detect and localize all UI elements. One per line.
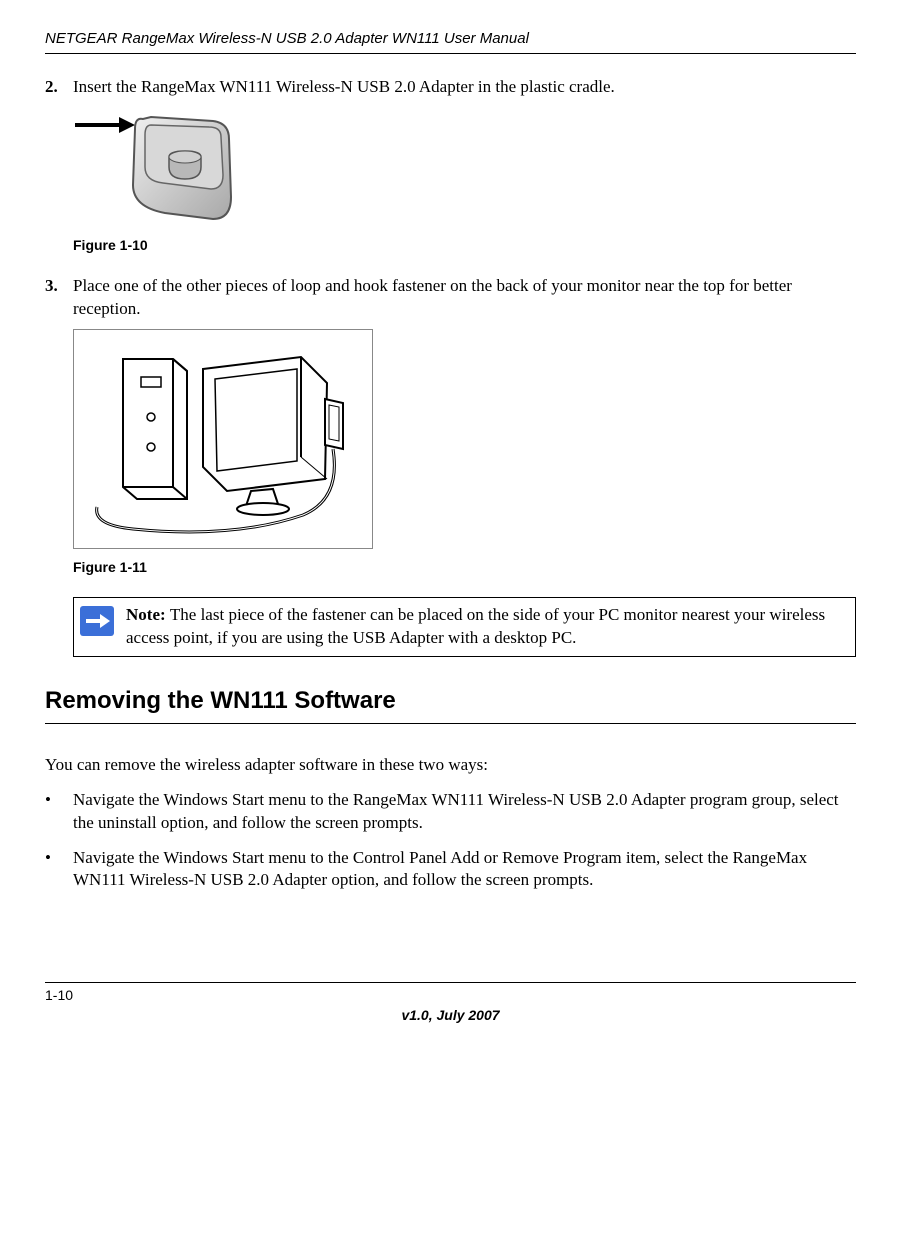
section-intro: You can remove the wireless adapter soft… bbox=[45, 754, 856, 777]
cradle-illustration bbox=[73, 107, 243, 227]
footer-page-number: 1-10 bbox=[45, 987, 856, 1003]
figure-1-11-caption: Figure 1-11 bbox=[73, 559, 856, 575]
note-text: Note: The last piece of the fastener can… bbox=[126, 604, 845, 650]
header-title: NETGEAR RangeMax Wireless-N USB 2.0 Adap… bbox=[45, 30, 529, 47]
note-arrow-icon bbox=[80, 606, 114, 636]
bullet-2-marker: • bbox=[45, 847, 73, 893]
step-3-number: 3. bbox=[45, 275, 73, 321]
figure-1-10-block: Figure 1-10 bbox=[73, 107, 856, 253]
page-footer: 1-10 v1.0, July 2007 bbox=[45, 982, 856, 1023]
step-2-number: 2. bbox=[45, 76, 73, 99]
bullet-1: • Navigate the Windows Start menu to the… bbox=[45, 789, 856, 835]
footer-version: v1.0, July 2007 bbox=[45, 1007, 856, 1023]
bullet-2-text: Navigate the Windows Start menu to the C… bbox=[73, 847, 856, 893]
figure-1-11-block: Figure 1-11 bbox=[73, 329, 856, 575]
bullet-2: • Navigate the Windows Start menu to the… bbox=[45, 847, 856, 893]
bullet-1-marker: • bbox=[45, 789, 73, 835]
page-container: NETGEAR RangeMax Wireless-N USB 2.0 Adap… bbox=[0, 0, 901, 1043]
step-2-text: Insert the RangeMax WN111 Wireless-N USB… bbox=[73, 76, 856, 99]
note-box: Note: The last piece of the fastener can… bbox=[73, 597, 856, 657]
step-2: 2. Insert the RangeMax WN111 Wireless-N … bbox=[45, 76, 856, 99]
note-label: Note: bbox=[126, 605, 170, 624]
desktop-illustration bbox=[73, 329, 373, 549]
step-3-text: Place one of the other pieces of loop an… bbox=[73, 275, 856, 321]
note-body: The last piece of the fastener can be pl… bbox=[126, 605, 825, 647]
section-title: Removing the WN111 Software bbox=[45, 687, 856, 724]
step-3: 3. Place one of the other pieces of loop… bbox=[45, 275, 856, 321]
bullet-1-text: Navigate the Windows Start menu to the R… bbox=[73, 789, 856, 835]
figure-1-10-caption: Figure 1-10 bbox=[73, 237, 856, 253]
page-header: NETGEAR RangeMax Wireless-N USB 2.0 Adap… bbox=[45, 30, 856, 54]
